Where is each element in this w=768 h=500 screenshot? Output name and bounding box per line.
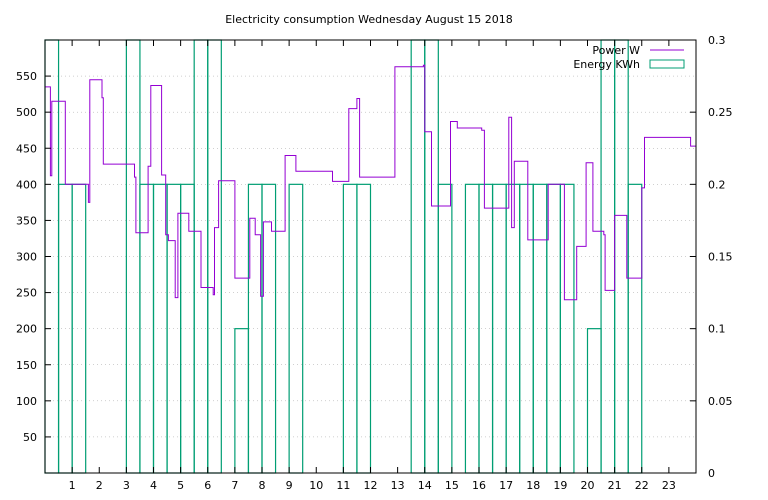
y-tick-label: 250 — [16, 287, 37, 300]
energy-bar — [491, 183, 507, 474]
y2-axis: 0 0.05 0.1 0.15 0.2 0.25 0.3 — [690, 34, 733, 480]
energy-bar — [464, 183, 480, 474]
legend-swatch-energy — [649, 59, 685, 69]
x-tick-label: 15 — [445, 479, 459, 492]
y2-tick-label: 0 — [708, 467, 715, 480]
y-tick-label: 100 — [16, 395, 37, 408]
y-tick-label: 300 — [16, 251, 37, 264]
x-tick-label: 1 — [69, 479, 76, 492]
y2-tick-label: 0.2 — [708, 178, 726, 191]
y-tick-label: 50 — [23, 431, 37, 444]
x-tick-label: 20 — [581, 479, 595, 492]
x-tick-label: 11 — [336, 479, 350, 492]
power-series — [45, 64, 696, 301]
legend-label-power: Power W — [592, 44, 640, 57]
energy-bar — [424, 39, 439, 474]
energy-bar — [356, 183, 372, 474]
y-tick-label: 350 — [16, 214, 37, 227]
power-line — [45, 64, 696, 301]
x-tick-label: 23 — [662, 479, 676, 492]
energy-bar — [532, 183, 548, 474]
x-tick-label: 12 — [364, 479, 378, 492]
x-tick-label: 2 — [96, 479, 103, 492]
x-tick-label: 5 — [177, 479, 184, 492]
x-tick-label: 10 — [309, 479, 323, 492]
y2-tick-label: 0.15 — [708, 251, 733, 264]
energy-bar — [627, 183, 643, 474]
y-tick-label: 150 — [16, 359, 37, 372]
x-tick-label: 9 — [286, 479, 293, 492]
x-tick-label: 8 — [259, 479, 266, 492]
energy-bar — [600, 39, 616, 474]
y2-tick-label: 0.1 — [708, 323, 726, 336]
y2-tick-label: 0.3 — [708, 34, 726, 47]
y-tick-label: 400 — [16, 178, 37, 191]
x-tick-label: 16 — [472, 479, 486, 492]
x-tick-label: 14 — [418, 479, 432, 492]
y-tick-label: 200 — [16, 323, 37, 336]
energy-bar — [71, 183, 87, 474]
x-axis: 1 2 3 4 5 6 7 8 9 10 11 12 13 14 15 16 17 18 19 20 21 22 23 — [69, 40, 676, 492]
legend-label-energy: Energy KWh — [573, 58, 640, 71]
x-tick-label: 22 — [635, 479, 649, 492]
x-tick-label: 13 — [391, 479, 405, 492]
x-tick-label: 18 — [526, 479, 540, 492]
x-tick-label: 3 — [123, 479, 130, 492]
y-axis: 50 100 150 200 250 300 350 400 450 500 550 — [16, 70, 51, 444]
y2-tick-label: 0.05 — [708, 395, 733, 408]
energy-bar — [180, 183, 195, 474]
y-tick-label: 450 — [16, 142, 37, 155]
y-tick-label: 550 — [16, 70, 37, 83]
energy-bar — [559, 183, 575, 474]
energy-series — [44, 39, 643, 474]
energy-bar — [288, 183, 304, 474]
x-tick-label: 4 — [150, 479, 157, 492]
x-tick-label: 6 — [204, 479, 211, 492]
x-tick-label: 17 — [499, 479, 513, 492]
y-tick-label: 500 — [16, 106, 37, 119]
chart-title: Electricity consumption Wednesday August… — [225, 13, 513, 26]
x-tick-label: 21 — [608, 479, 622, 492]
x-tick-label: 7 — [231, 479, 238, 492]
y2-tick-label: 0.25 — [708, 106, 733, 119]
x-tick-label: 19 — [553, 479, 567, 492]
